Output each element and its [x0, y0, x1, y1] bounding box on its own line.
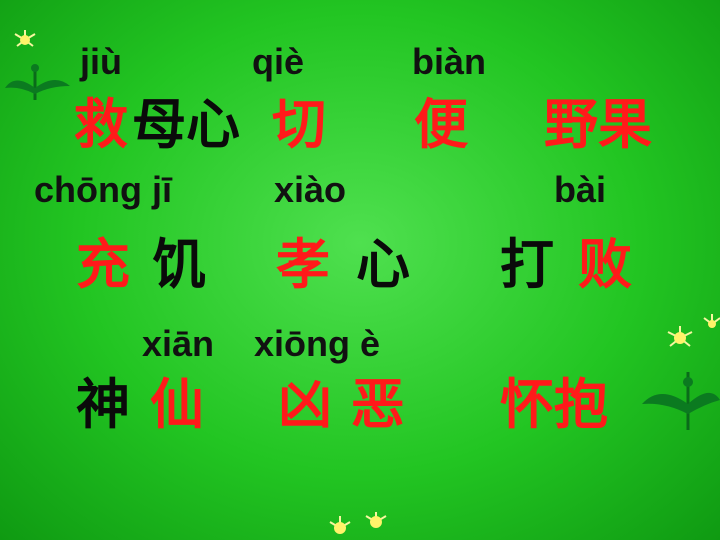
pinyin-bian: biàn — [412, 41, 487, 82]
char-xiong-e: 凶 恶 — [278, 373, 405, 436]
char-jiu: 救 — [74, 93, 128, 156]
char-xin: 心 — [356, 233, 410, 296]
char-xian: 仙 — [150, 373, 204, 436]
char-xiao: 孝 — [276, 233, 330, 296]
pinyin-jiu: jiù — [80, 41, 122, 82]
char-ji: 饥 — [152, 233, 206, 296]
char-ye-guo: 野果 — [544, 93, 652, 156]
dandelion-icon — [5, 30, 70, 100]
char-chong: 充 — [76, 233, 130, 296]
char-huai-bao: 怀抱 — [500, 373, 608, 436]
pinyin-bai: bài — [554, 169, 607, 210]
dandelion-icon — [329, 512, 387, 534]
pinyin-xiong-e: xiōng è — [254, 323, 381, 364]
pinyin-xiao: xiào — [274, 169, 347, 210]
char-da: 打 — [500, 233, 554, 296]
char-shen: 神 — [76, 373, 130, 436]
pinyin-chong-ji: chōng jī — [34, 169, 172, 210]
char-mu-xin: 母心 — [132, 93, 240, 156]
char-bai: 败 — [578, 233, 632, 296]
char-qie: 切 — [272, 93, 326, 156]
pinyin-xian: xiān — [142, 323, 215, 364]
char-bian: 便 — [414, 93, 468, 156]
pinyin-qie: qiè — [252, 41, 305, 82]
dandelion-icon — [642, 314, 720, 430]
